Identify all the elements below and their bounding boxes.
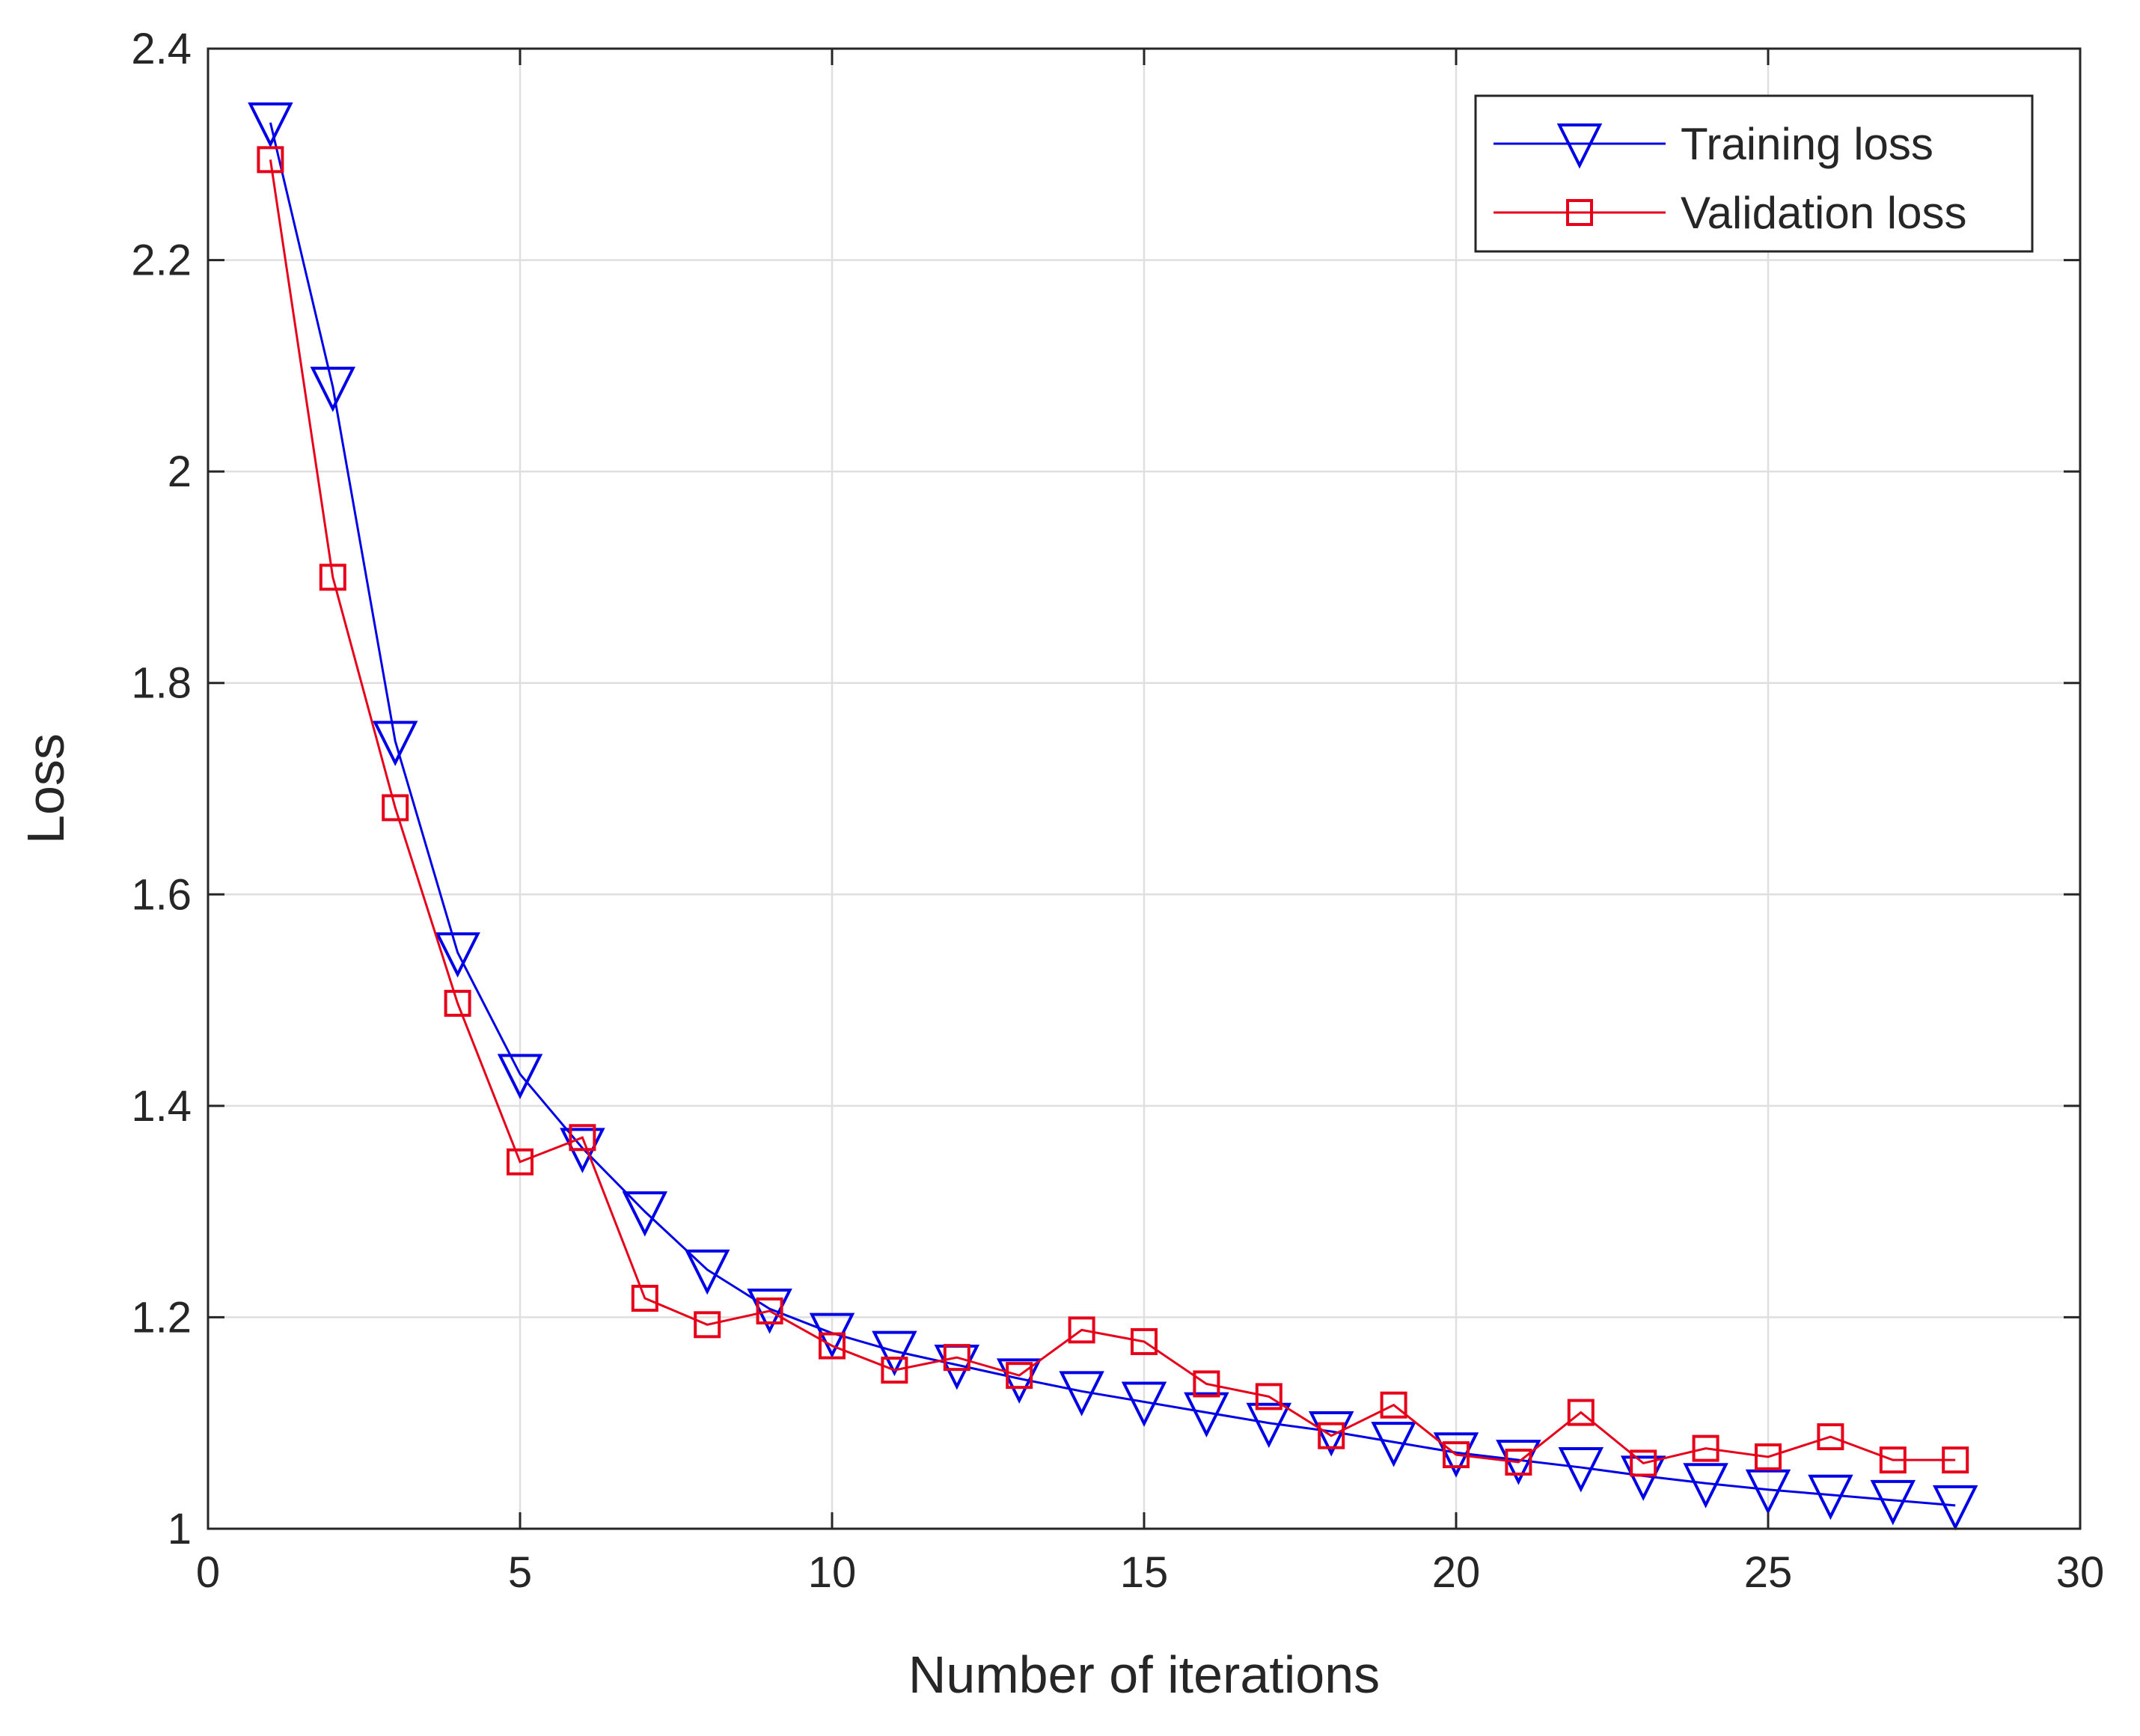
validation-loss-point (257, 146, 284, 174)
ticks (207, 47, 2082, 1530)
training-loss-point (872, 1330, 917, 1377)
x-tick-label: 10 (808, 1548, 857, 1597)
x-tick-label: 20 (1432, 1548, 1481, 1597)
legend-label: Training loss (1681, 119, 1933, 169)
validation-loss-point (1131, 1327, 1158, 1355)
grid (208, 49, 2080, 1529)
validation-loss-point (1193, 1370, 1220, 1398)
validation-loss-point (319, 563, 346, 591)
training-loss-point (1184, 1392, 1229, 1438)
x-tick-label: 30 (2056, 1548, 2105, 1597)
training-loss-point (1246, 1402, 1292, 1449)
training-loss-point (684, 1249, 730, 1295)
training-loss-point (1121, 1381, 1167, 1427)
validation-loss-point (756, 1297, 783, 1324)
training-loss-point (996, 1358, 1042, 1404)
validation-loss-point (1692, 1434, 1719, 1462)
legend-marker (1556, 123, 1603, 169)
y-tick-label: 1.4 (131, 1082, 192, 1131)
validation-loss-point (1879, 1446, 1907, 1474)
legend-item-validation-loss: Validation loss (1494, 188, 1966, 238)
training-loss-point (435, 932, 480, 978)
training-loss-point (497, 1054, 543, 1099)
validation-loss-point (1255, 1383, 1283, 1410)
legend-label: Validation loss (1681, 188, 1966, 238)
tick-labels: 0 5 10 15 20 25 30 1 1.2 1.4 1.6 1.8 2 2.2 2.4 (131, 25, 2104, 1597)
training-loss-point (622, 1191, 668, 1237)
training-loss-point (372, 721, 418, 766)
validation-loss-point (444, 989, 471, 1017)
validation-loss-point (1068, 1316, 1095, 1344)
training-loss-point (1558, 1447, 1604, 1493)
y-tick-label: 1.6 (131, 870, 192, 919)
y-tick-label: 2 (168, 447, 192, 496)
training-loss-point (1808, 1474, 1853, 1520)
training-loss-point (1683, 1463, 1728, 1509)
y-tick-label: 1 (168, 1505, 192, 1553)
x-tick-label: 0 (196, 1548, 220, 1597)
training-loss-point (1371, 1422, 1416, 1467)
validation-loss-point (1567, 1399, 1595, 1426)
y-tick-label: 2.2 (131, 236, 192, 285)
training-loss-point (1870, 1479, 1916, 1526)
training-loss-point (1433, 1432, 1479, 1478)
training-loss-point (747, 1289, 792, 1334)
validation-loss-point (1755, 1443, 1782, 1470)
validation-loss-point (507, 1148, 534, 1176)
validation-loss-point (881, 1357, 908, 1384)
legend-entries: Training loss Validation loss (1494, 119, 1966, 238)
y-tick-label: 1.8 (131, 659, 192, 708)
validation-loss-point (943, 1344, 970, 1372)
x-tick-label: 25 (1744, 1548, 1793, 1597)
training-loss-point (1745, 1469, 1791, 1515)
x-tick-label: 15 (1120, 1548, 1169, 1597)
legend-item-training-loss: Training loss (1494, 119, 1933, 169)
validation-loss-point (631, 1284, 658, 1312)
validation-loss-point (1505, 1448, 1532, 1476)
series-layer (248, 102, 1978, 1531)
y-axis-label: Loss (16, 733, 75, 844)
validation-loss-point (1006, 1362, 1033, 1390)
legend-marker (1566, 199, 1593, 226)
training-loss-point (1620, 1455, 1666, 1501)
validation-loss-point (819, 1332, 846, 1360)
training-loss-line (269, 122, 1956, 1507)
validation-loss-point (1817, 1423, 1844, 1451)
y-tick-label: 2.4 (131, 25, 192, 73)
validation-loss-series (257, 146, 1969, 1477)
training-loss-point (1308, 1411, 1354, 1457)
validation-loss-point (569, 1124, 596, 1152)
validation-loss-point (1318, 1422, 1345, 1449)
training-loss-point (1932, 1485, 1978, 1531)
training-loss-point (248, 102, 293, 148)
legend: Training loss Validation loss (1474, 94, 2034, 253)
validation-loss-point (1942, 1446, 1969, 1474)
validation-loss-point (1630, 1449, 1657, 1477)
x-tick-label: 5 (508, 1548, 532, 1597)
x-axis-label: Number of iterations (908, 1645, 1380, 1704)
validation-loss-point (382, 794, 409, 822)
validation-loss-line (269, 159, 1956, 1465)
validation-loss-point (694, 1311, 721, 1339)
validation-loss-point (1443, 1441, 1470, 1469)
validation-loss-point (1380, 1391, 1407, 1419)
training-loss-point (310, 367, 356, 412)
training-loss-point (1059, 1371, 1104, 1416)
y-tick-label: 1.2 (131, 1293, 192, 1342)
